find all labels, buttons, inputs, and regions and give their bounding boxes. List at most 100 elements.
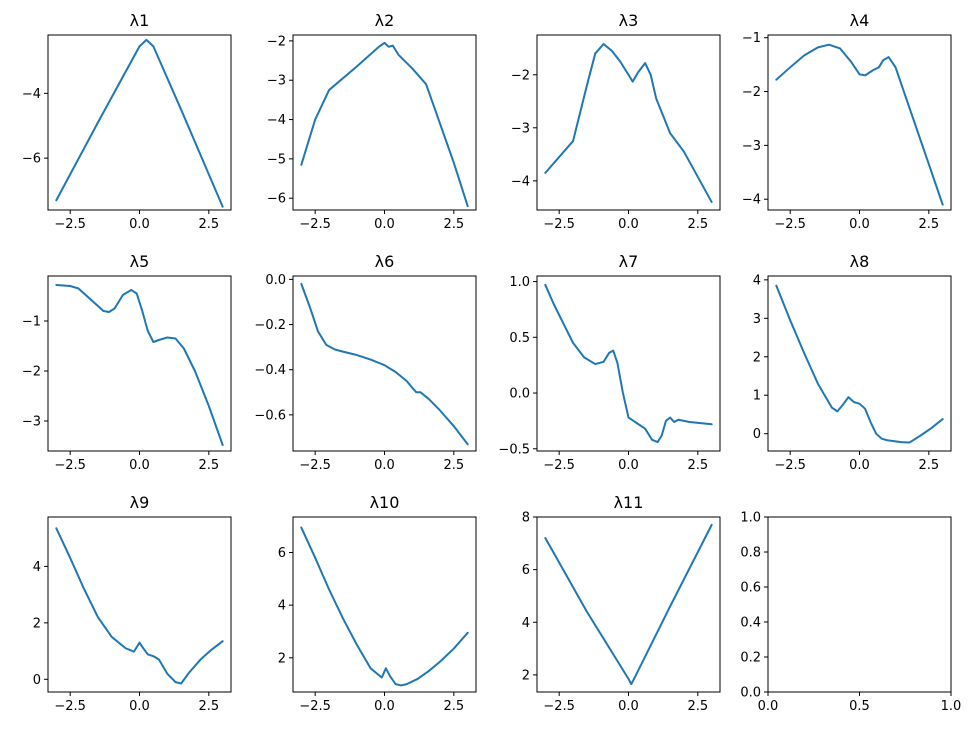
x-tick-label: 0.0	[849, 217, 870, 232]
x-tick-label: −2.5	[299, 217, 331, 232]
x-tick-label: 2.5	[687, 458, 708, 473]
axes-frame-2	[292, 34, 477, 211]
y-tick-label: −3	[742, 139, 761, 154]
x-tick-label: 0.5	[849, 699, 870, 714]
y-tick-label: −6	[22, 152, 41, 167]
x-tick-label: 0.0	[374, 217, 395, 232]
y-tick-label: 0.0	[740, 686, 761, 701]
subplot-title: λ4	[850, 11, 870, 30]
x-tick-label: −2.5	[543, 699, 575, 714]
x-tick-label: 0.0	[129, 458, 150, 473]
y-tick-label: 0	[33, 673, 41, 688]
x-tick-label: −2.5	[774, 458, 806, 473]
y-tick-label: −0.6	[254, 408, 286, 423]
subplot-title: λ2	[375, 11, 395, 30]
y-tick-label: 0	[753, 427, 761, 442]
y-tick-label: −1	[22, 315, 41, 330]
axes-frame-11	[536, 516, 721, 693]
x-tick-label: 0.0	[129, 699, 150, 714]
y-tick-label: 0.6	[740, 581, 761, 596]
series-line-7-1	[544, 283, 713, 444]
subplot-title: λ5	[130, 252, 150, 271]
y-tick-label: −6	[267, 192, 286, 207]
y-tick-label: 0.5	[509, 331, 530, 346]
y-tick-label: 4	[753, 273, 761, 288]
y-tick-label: 1	[753, 389, 761, 404]
subplot-10: −2.5 0.0 2.5 2 4 6 λ10	[278, 493, 477, 714]
x-tick-label: 2.5	[443, 458, 464, 473]
y-tick-label: 4	[33, 560, 41, 575]
y-tick-label: 0.2	[740, 651, 761, 666]
subplot-3: −2.5 0.0 2.5 −4 −3 −2 λ3	[511, 11, 721, 232]
axes-frame-6	[292, 275, 477, 452]
subplot-title: λ3	[619, 11, 639, 30]
x-tick-label: 0.0	[618, 458, 639, 473]
x-tick-label: 0.0	[618, 217, 639, 232]
x-tick-label: 0.0	[374, 458, 395, 473]
x-tick-label: −2.5	[54, 217, 86, 232]
y-tick-label: 8	[522, 511, 530, 526]
subplot-8: −2.5 0.0 2.5 0 1 2 3 4 λ8	[753, 252, 952, 473]
y-tick-label: −0.2	[254, 318, 286, 333]
y-tick-label: 6	[278, 546, 286, 561]
series-line-4-1	[775, 43, 944, 206]
y-tick-label: −0.4	[254, 363, 286, 378]
x-tick-label: 0.0	[129, 217, 150, 232]
x-tick-label: 0.0	[849, 458, 870, 473]
series-line-3-1	[544, 43, 713, 204]
subplot-7: −2.5 0.0 2.5 −0.5 0.0 0.5 1.0 λ7	[498, 252, 721, 473]
x-tick-label: 2.5	[198, 699, 219, 714]
y-tick-label: −5	[267, 152, 286, 167]
axes-frame-3	[536, 34, 721, 211]
y-tick-label: 2	[522, 668, 530, 683]
y-tick-label: −4	[267, 113, 286, 128]
y-tick-label: 4	[522, 616, 530, 631]
x-tick-label: −2.5	[543, 217, 575, 232]
series-line-5-1	[55, 284, 224, 446]
subplot-title: λ7	[619, 252, 639, 271]
series-line-1-1	[55, 38, 224, 208]
x-tick-label: −2.5	[54, 458, 86, 473]
y-tick-label: −2	[511, 68, 530, 83]
y-tick-label: 2	[278, 651, 286, 666]
subplot-2: −2.5 0.0 2.5 −6 −5 −4 −3 −2 λ2	[267, 11, 477, 232]
axes-frame-4	[767, 34, 952, 211]
y-tick-label: −3	[22, 415, 41, 430]
series-line-6-1	[300, 282, 469, 446]
x-tick-label: 0.0	[758, 699, 779, 714]
y-tick-label: 6	[522, 563, 530, 578]
y-tick-label: 2	[753, 350, 761, 365]
series-line-2-1	[300, 41, 469, 208]
axes-frame-9	[47, 516, 232, 693]
x-tick-label: −2.5	[299, 699, 331, 714]
y-tick-label: 0.0	[265, 273, 286, 288]
subplot-title: λ1	[130, 11, 150, 30]
y-tick-label: −3	[511, 121, 530, 136]
y-tick-label: 0.0	[509, 387, 530, 402]
y-tick-label: −1	[742, 31, 761, 46]
x-tick-label: −2.5	[299, 458, 331, 473]
x-tick-label: 0.0	[374, 699, 395, 714]
x-tick-label: 2.5	[918, 458, 939, 473]
x-tick-label: −2.5	[774, 217, 806, 232]
axes-frame-12	[767, 516, 952, 693]
subplot-5: −2.5 0.0 2.5 −3 −2 −1 λ5	[22, 252, 232, 473]
y-tick-label: 0.4	[740, 616, 761, 631]
y-tick-label: −4	[511, 174, 530, 189]
series-line-8-1	[775, 284, 944, 444]
x-tick-label: −2.5	[54, 699, 86, 714]
y-tick-label: 1.0	[740, 511, 761, 526]
subplot-6: −2.5 0.0 2.5 −0.6 −0.4 −0.2 0.0 λ6	[254, 252, 477, 473]
series-line-10-1	[300, 526, 469, 687]
x-tick-label: 2.5	[443, 699, 464, 714]
y-tick-label: −0.5	[498, 442, 530, 457]
series-line-11-1	[544, 523, 713, 686]
subplot-title: λ10	[370, 493, 400, 512]
x-tick-label: 2.5	[687, 217, 708, 232]
subplot-title: λ9	[130, 493, 150, 512]
subplot-title: λ11	[614, 493, 644, 512]
y-tick-label: −4	[22, 87, 41, 102]
x-tick-label: 2.5	[687, 699, 708, 714]
axes-frame-7	[536, 275, 721, 452]
